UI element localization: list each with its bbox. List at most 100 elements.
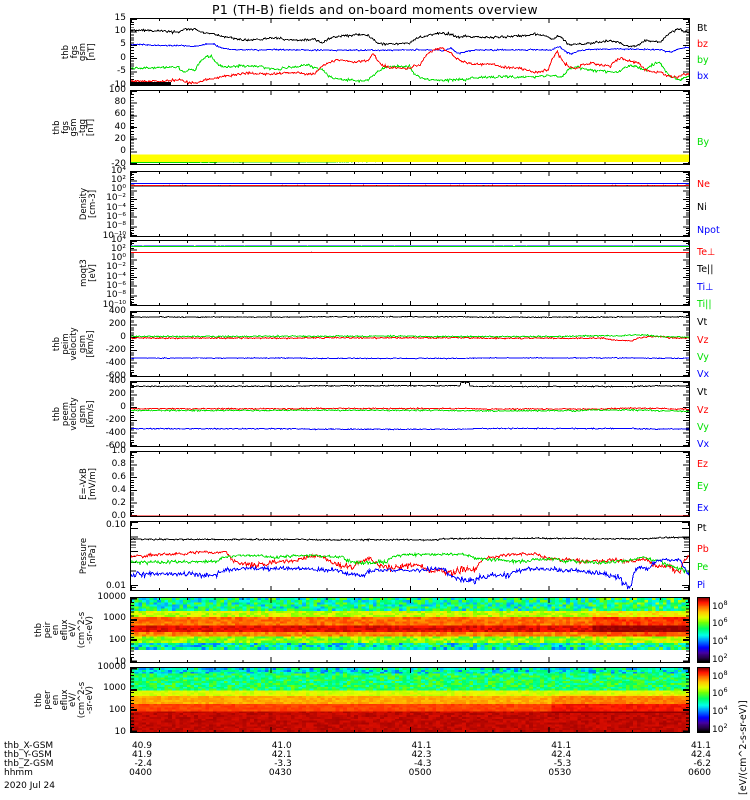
y-tick-label: 10⁻² bbox=[106, 262, 126, 272]
legend-item-ne: Ne bbox=[697, 179, 710, 190]
colorbar-unit-label: [eV/(cm^2-s-sr-eV)] bbox=[738, 700, 749, 795]
y-tick-label: 10⁻⁶ bbox=[106, 212, 126, 222]
legend-item-pt: Pt bbox=[697, 523, 707, 534]
y-tick-label: -5 bbox=[117, 66, 126, 76]
y-tick-label: 40 bbox=[114, 122, 126, 132]
yticks-peem-velocity: 400 200 0 -200 -400 -600 bbox=[70, 377, 126, 451]
x-axis-row-name: thb_Z-GSM bbox=[4, 759, 54, 769]
panel-fgs-gsm-tgg bbox=[130, 90, 690, 165]
x-axis-tick-value: 0430 bbox=[268, 768, 292, 778]
x-axis-tick-value: 42.4 bbox=[690, 750, 711, 760]
y-tick-label: 0 bbox=[120, 332, 126, 342]
y-tick-label: 10 bbox=[114, 26, 126, 36]
y-tick-label: -400 bbox=[105, 358, 126, 368]
y-tick-label: 0.4 bbox=[111, 485, 126, 495]
panel-moqt3 bbox=[130, 240, 690, 306]
y-tick-label: 60 bbox=[114, 109, 126, 119]
y-tick-label: 1000 bbox=[103, 613, 126, 623]
x-axis-tick-value: -3.3 bbox=[274, 759, 292, 769]
y-tick-label: 0.01 bbox=[105, 581, 126, 591]
colorbar-tick-label: 108 bbox=[712, 599, 728, 612]
y-tick-label: 10⁻¹⁰ bbox=[102, 300, 126, 310]
y-tick-label: -200 bbox=[105, 345, 126, 355]
y-tick-label: -20 bbox=[111, 159, 126, 169]
legend-item-bz: bz bbox=[697, 39, 709, 50]
panel-peim-velocity bbox=[130, 311, 690, 377]
yticks-pressure: 0.10 0.01 bbox=[70, 521, 126, 591]
legend-item-by: by bbox=[697, 55, 709, 66]
legend-item-ti-: Ti|| bbox=[697, 299, 712, 310]
y-tick-label: 15 bbox=[114, 13, 126, 23]
legend-item-bt: Bt bbox=[697, 23, 708, 34]
legend-item-ni: Ni bbox=[697, 202, 707, 213]
x-axis-tick-value: 0500 bbox=[408, 768, 432, 778]
y-tick-label: 0.6 bbox=[111, 472, 126, 482]
colorbar-tick-label: 104 bbox=[712, 634, 728, 647]
y-tick-label: 10⁻¹⁰ bbox=[102, 231, 126, 241]
y-tick-label: 10⁻⁸ bbox=[106, 221, 126, 231]
x-axis-tick-value: 42.3 bbox=[411, 750, 432, 760]
x-axis-tick-value: -4.3 bbox=[413, 759, 432, 769]
colorbar-tick-label: 102 bbox=[712, 652, 728, 665]
legend-item-ti-: Ti⊥ bbox=[697, 282, 714, 293]
y-tick-label: 200 bbox=[108, 319, 126, 329]
y-tick-label: 10⁻⁴ bbox=[106, 272, 126, 282]
legend-item-te-: Te⊥ bbox=[697, 247, 716, 258]
legend-item-ey: Ey bbox=[697, 481, 709, 492]
y-tick-label: 0.10 bbox=[105, 520, 126, 530]
y-tick-label: 400 bbox=[108, 306, 126, 316]
colorbar-tick-label: 102 bbox=[712, 722, 728, 735]
x-axis-tick-value: 40.9 bbox=[131, 741, 152, 751]
y-tick-label: 100 bbox=[108, 635, 126, 645]
colorbar-tick-label: 108 bbox=[712, 669, 728, 682]
y-tick-label: -600 bbox=[105, 441, 126, 451]
panel-peir-en-eflux bbox=[130, 597, 690, 663]
x-axis-tick-value: 42.1 bbox=[271, 750, 292, 760]
legend-item-vt: Vt bbox=[697, 317, 708, 328]
y-tick-label: 80 bbox=[114, 97, 126, 107]
yticks-peir-en-eflux: 10000 1000 100 10 bbox=[70, 593, 126, 667]
legend-item-bx: bx bbox=[697, 71, 709, 82]
x-axis-row-name: hhmm bbox=[4, 768, 33, 778]
y-tick-label: 10² bbox=[110, 244, 126, 254]
colorbar-tick-label: 106 bbox=[712, 686, 728, 699]
x-axis-tick-value: 41.1 bbox=[690, 741, 711, 751]
legend-item-pb: Pb bbox=[697, 544, 709, 555]
legend-item-ez: Ez bbox=[697, 459, 708, 470]
yticks-fgs-gsm: 15 10 5 0 -5 -10 bbox=[70, 14, 126, 90]
y-tick-label: 1.0 bbox=[111, 446, 126, 456]
y-tick-label: 0 bbox=[120, 53, 126, 63]
x-axis-tick-value: 0400 bbox=[129, 768, 152, 778]
legend-item-te-: Te|| bbox=[697, 264, 714, 275]
y-tick-label: 5 bbox=[120, 39, 126, 49]
y-tick-label: 10⁴ bbox=[110, 235, 126, 245]
legend-item-pe: Pe bbox=[697, 562, 709, 573]
legend-item-vz: Vz bbox=[697, 335, 709, 346]
x-axis-tick-value: -6.2 bbox=[693, 759, 711, 769]
x-axis-tick-value: 41.1 bbox=[551, 741, 572, 751]
legend-item-vt: Vt bbox=[697, 387, 708, 398]
x-axis-tick-value: 0600 bbox=[688, 768, 711, 778]
colorbar-peer bbox=[697, 667, 710, 733]
panel-peer-en-eflux bbox=[130, 667, 690, 733]
y-tick-label: 10 bbox=[114, 727, 126, 737]
legend-item-vz: Vz bbox=[697, 405, 709, 416]
x-axis-tick-value: 41.1 bbox=[411, 741, 432, 751]
y-tick-label: 0.8 bbox=[111, 459, 126, 469]
y-tick-label: 20 bbox=[114, 134, 126, 144]
y-tick-label: 10⁻⁸ bbox=[106, 290, 126, 300]
y-tick-label: 10² bbox=[110, 175, 126, 185]
legend-item-by: By bbox=[697, 137, 710, 148]
y-tick-label: 200 bbox=[108, 389, 126, 399]
x-axis-tick-value: 42.4 bbox=[551, 750, 572, 760]
x-axis-row-name: thb_Y-GSM bbox=[4, 750, 52, 760]
x-axis-row-name: thb_X-GSM bbox=[4, 741, 54, 751]
colorbar-tick-label: 104 bbox=[712, 704, 728, 717]
y-tick-label: 100 bbox=[108, 705, 126, 715]
x-axis-tick-value: 41.9 bbox=[131, 750, 152, 760]
yticks-moqt3: 10⁴ 10² 10⁰ 10⁻² 10⁻⁴ 10⁻⁶ 10⁻⁸ 10⁻¹⁰ bbox=[70, 236, 126, 310]
yticks-peer-en-eflux: 10000 1000 100 10 bbox=[70, 663, 126, 737]
yticks-density: 10⁴ 10² 10⁰ 10⁻² 10⁻⁴ 10⁻⁶ 10⁻⁸ 10⁻¹⁰ bbox=[70, 167, 126, 241]
yticks-fgs-gsm-tgg: 100 80 60 40 20 0 -20 bbox=[70, 86, 126, 169]
